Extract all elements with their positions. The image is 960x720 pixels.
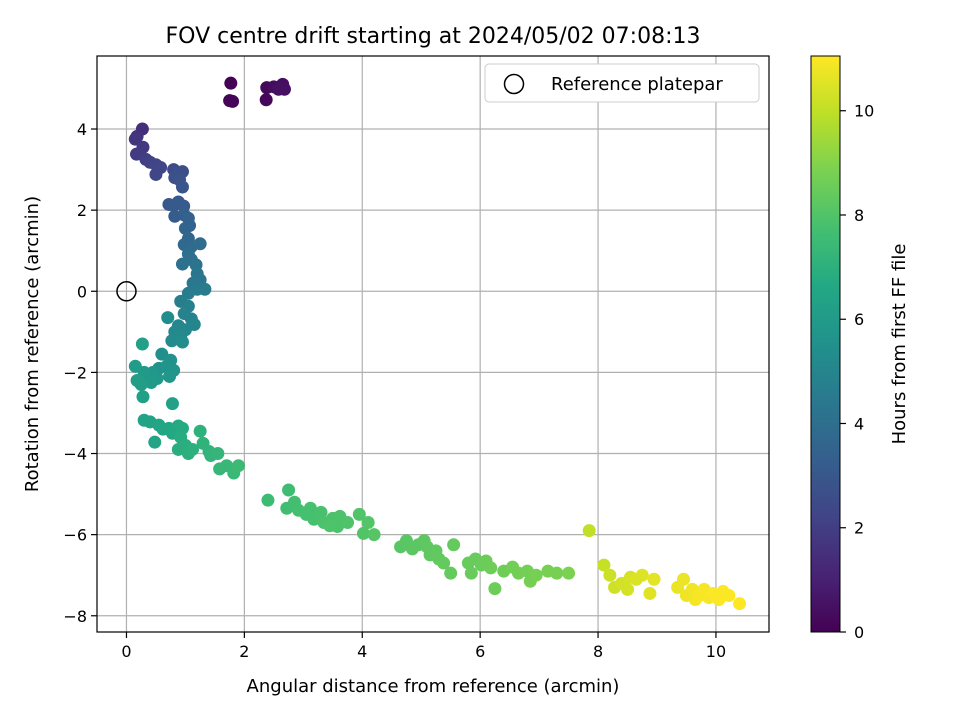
data-point <box>211 447 225 461</box>
data-point <box>178 221 192 235</box>
data-point <box>282 483 296 497</box>
colorbar-ticks: 0 2 4 6 8 10 <box>840 102 874 642</box>
y-tick-label: 4 <box>77 120 87 139</box>
data-point <box>677 572 691 586</box>
data-point <box>341 515 355 529</box>
data-point <box>198 282 212 296</box>
data-point <box>128 132 142 146</box>
data-point <box>621 582 635 596</box>
data-point <box>185 442 199 456</box>
colorbar-tick-label: 6 <box>854 310 864 329</box>
legend: Reference platepar <box>484 63 760 103</box>
colorbar-tick-label: 0 <box>854 623 864 642</box>
data-point <box>165 397 179 411</box>
y-tick-label: 2 <box>77 201 87 220</box>
data-point <box>488 582 502 596</box>
data-point <box>447 538 461 552</box>
x-tick-label: 10 <box>706 642 726 661</box>
data-point <box>361 515 375 529</box>
data-point <box>582 524 596 538</box>
data-point <box>175 335 189 349</box>
x-tick-label: 8 <box>593 642 603 661</box>
y-tick-label: 0 <box>77 282 87 301</box>
x-axis-ticks: 0 2 4 6 8 10 <box>121 632 726 661</box>
data-point <box>484 561 498 575</box>
data-point <box>148 435 162 449</box>
data-point <box>314 505 328 519</box>
data-point <box>165 334 179 348</box>
x-tick-label: 4 <box>357 642 367 661</box>
data-point <box>733 597 747 611</box>
data-point <box>529 568 543 582</box>
data-point <box>129 147 143 161</box>
colorbar-tick-label: 4 <box>854 414 864 433</box>
x-tick-label: 2 <box>239 642 249 661</box>
data-point <box>635 568 649 582</box>
data-point <box>163 369 177 383</box>
legend-entry: Reference platepar <box>551 74 723 95</box>
data-point <box>224 76 238 90</box>
data-point <box>135 337 149 351</box>
data-point <box>647 572 661 586</box>
chart-title: FOV centre drift starting at 2024/05/02 … <box>166 24 701 49</box>
data-point <box>367 528 381 542</box>
data-point <box>231 459 245 473</box>
data-point <box>261 493 275 507</box>
data-point <box>550 566 564 580</box>
colorbar-tick-label: 2 <box>854 519 864 538</box>
data-point <box>161 311 175 325</box>
data-point <box>352 507 366 521</box>
legend-marker-icon <box>503 73 525 95</box>
x-tick-label: 0 <box>121 642 131 661</box>
data-point <box>128 359 142 373</box>
x-axis-label: Angular distance from reference (arcmin) <box>247 676 620 697</box>
data-point <box>444 566 458 580</box>
colorbar-tick-label: 8 <box>854 206 864 225</box>
colorbar-gradient <box>810 55 841 633</box>
data-point <box>193 424 207 438</box>
reference-platepar-marker <box>116 281 137 302</box>
y-tick-label: −8 <box>63 607 87 626</box>
data-point <box>144 376 158 390</box>
data-point <box>722 588 736 602</box>
data-point <box>272 82 286 96</box>
data-point <box>175 257 189 271</box>
y-tick-label: −6 <box>63 526 87 545</box>
data-point <box>323 519 337 533</box>
x-tick-label: 6 <box>475 642 485 661</box>
y-tick-label: −2 <box>63 363 87 382</box>
data-points <box>128 76 747 611</box>
data-point <box>603 568 617 582</box>
plot-frame <box>96 55 770 633</box>
data-point <box>149 167 163 181</box>
data-point <box>175 180 189 194</box>
y-tick-label: −4 <box>63 445 87 464</box>
data-point <box>181 286 195 300</box>
data-point <box>303 501 317 515</box>
data-point <box>643 586 657 600</box>
data-point <box>136 390 150 404</box>
legend-box <box>484 63 760 103</box>
colorbar-label: Hours from first FF file <box>889 244 910 445</box>
data-point <box>259 93 273 107</box>
data-point <box>597 558 611 572</box>
data-point <box>168 209 182 223</box>
data-point <box>562 566 576 580</box>
colorbar: 0 2 4 6 8 10 Hours from first FF file <box>810 55 910 642</box>
data-point <box>437 556 451 570</box>
data-point <box>356 526 370 540</box>
y-axis-label: Rotation from reference (arcmin) <box>22 196 43 492</box>
plot-area <box>97 56 769 632</box>
data-point <box>464 566 478 580</box>
colorbar-tick-label: 10 <box>854 102 874 121</box>
data-point <box>134 378 148 392</box>
data-point <box>193 237 207 251</box>
data-point <box>226 94 240 108</box>
y-axis-ticks: −8 −6 −4 −2 0 2 4 <box>63 120 97 626</box>
